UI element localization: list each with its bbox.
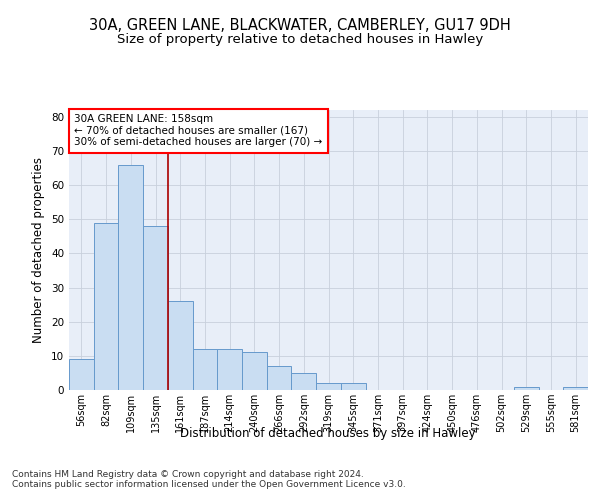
Bar: [143, 226, 168, 390]
Bar: [118, 164, 143, 390]
Text: Contains HM Land Registry data © Crown copyright and database right 2024.
Contai: Contains HM Land Registry data © Crown c…: [12, 470, 406, 490]
Bar: [341, 383, 365, 390]
Bar: [242, 352, 267, 390]
Bar: [514, 386, 539, 390]
Bar: [292, 373, 316, 390]
Bar: [316, 383, 341, 390]
Bar: [94, 222, 118, 390]
Text: 30A, GREEN LANE, BLACKWATER, CAMBERLEY, GU17 9DH: 30A, GREEN LANE, BLACKWATER, CAMBERLEY, …: [89, 18, 511, 32]
Text: Size of property relative to detached houses in Hawley: Size of property relative to detached ho…: [117, 32, 483, 46]
Bar: [563, 386, 588, 390]
Bar: [267, 366, 292, 390]
Bar: [193, 349, 217, 390]
Bar: [69, 360, 94, 390]
Text: 30A GREEN LANE: 158sqm
← 70% of detached houses are smaller (167)
30% of semi-de: 30A GREEN LANE: 158sqm ← 70% of detached…: [74, 114, 322, 148]
Bar: [168, 301, 193, 390]
Bar: [217, 349, 242, 390]
Y-axis label: Number of detached properties: Number of detached properties: [32, 157, 46, 343]
Text: Distribution of detached houses by size in Hawley: Distribution of detached houses by size …: [181, 428, 476, 440]
